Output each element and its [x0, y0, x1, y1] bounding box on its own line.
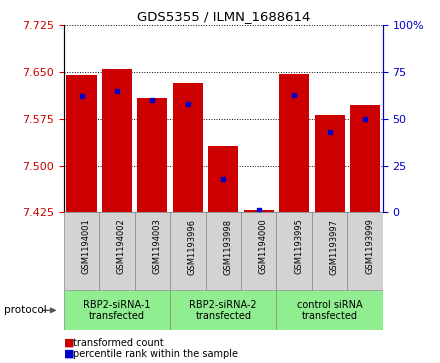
Text: RBP2-siRNA-2
transfected: RBP2-siRNA-2 transfected: [190, 299, 257, 321]
Text: GSM1194001: GSM1194001: [81, 219, 91, 274]
Bar: [244, 211, 274, 212]
Bar: [66, 75, 97, 212]
Bar: [276, 290, 383, 330]
Text: GSM1193999: GSM1193999: [365, 219, 374, 274]
Text: GSM1194000: GSM1194000: [259, 219, 268, 274]
Bar: [137, 98, 168, 212]
Bar: [64, 290, 170, 330]
Bar: [347, 212, 383, 290]
Text: transformed count: transformed count: [73, 338, 163, 348]
Text: ■: ■: [64, 349, 74, 359]
Bar: [241, 212, 276, 290]
Bar: [276, 212, 312, 290]
Bar: [99, 212, 135, 290]
Bar: [205, 212, 241, 290]
Bar: [102, 69, 132, 212]
Text: GSM1193995: GSM1193995: [294, 219, 303, 274]
Bar: [170, 290, 276, 330]
Text: percentile rank within the sample: percentile rank within the sample: [73, 349, 238, 359]
Text: GSM1194003: GSM1194003: [152, 219, 161, 274]
Text: GSM1193997: GSM1193997: [330, 219, 339, 274]
Text: control siRNA
transfected: control siRNA transfected: [297, 299, 363, 321]
Bar: [170, 212, 205, 290]
Bar: [279, 74, 309, 212]
Bar: [312, 212, 347, 290]
Bar: [350, 105, 380, 212]
Bar: [64, 212, 99, 290]
Text: GSM1193996: GSM1193996: [188, 219, 197, 274]
Text: RBP2-siRNA-1
transfected: RBP2-siRNA-1 transfected: [83, 299, 151, 321]
Bar: [173, 83, 203, 212]
Text: protocol: protocol: [4, 305, 47, 315]
Bar: [135, 212, 170, 290]
Text: ■: ■: [64, 338, 74, 348]
Text: GSM1194002: GSM1194002: [117, 219, 126, 274]
Bar: [315, 114, 345, 212]
Bar: [208, 146, 238, 212]
Text: GSM1193998: GSM1193998: [223, 219, 232, 274]
Title: GDS5355 / ILMN_1688614: GDS5355 / ILMN_1688614: [136, 10, 310, 23]
